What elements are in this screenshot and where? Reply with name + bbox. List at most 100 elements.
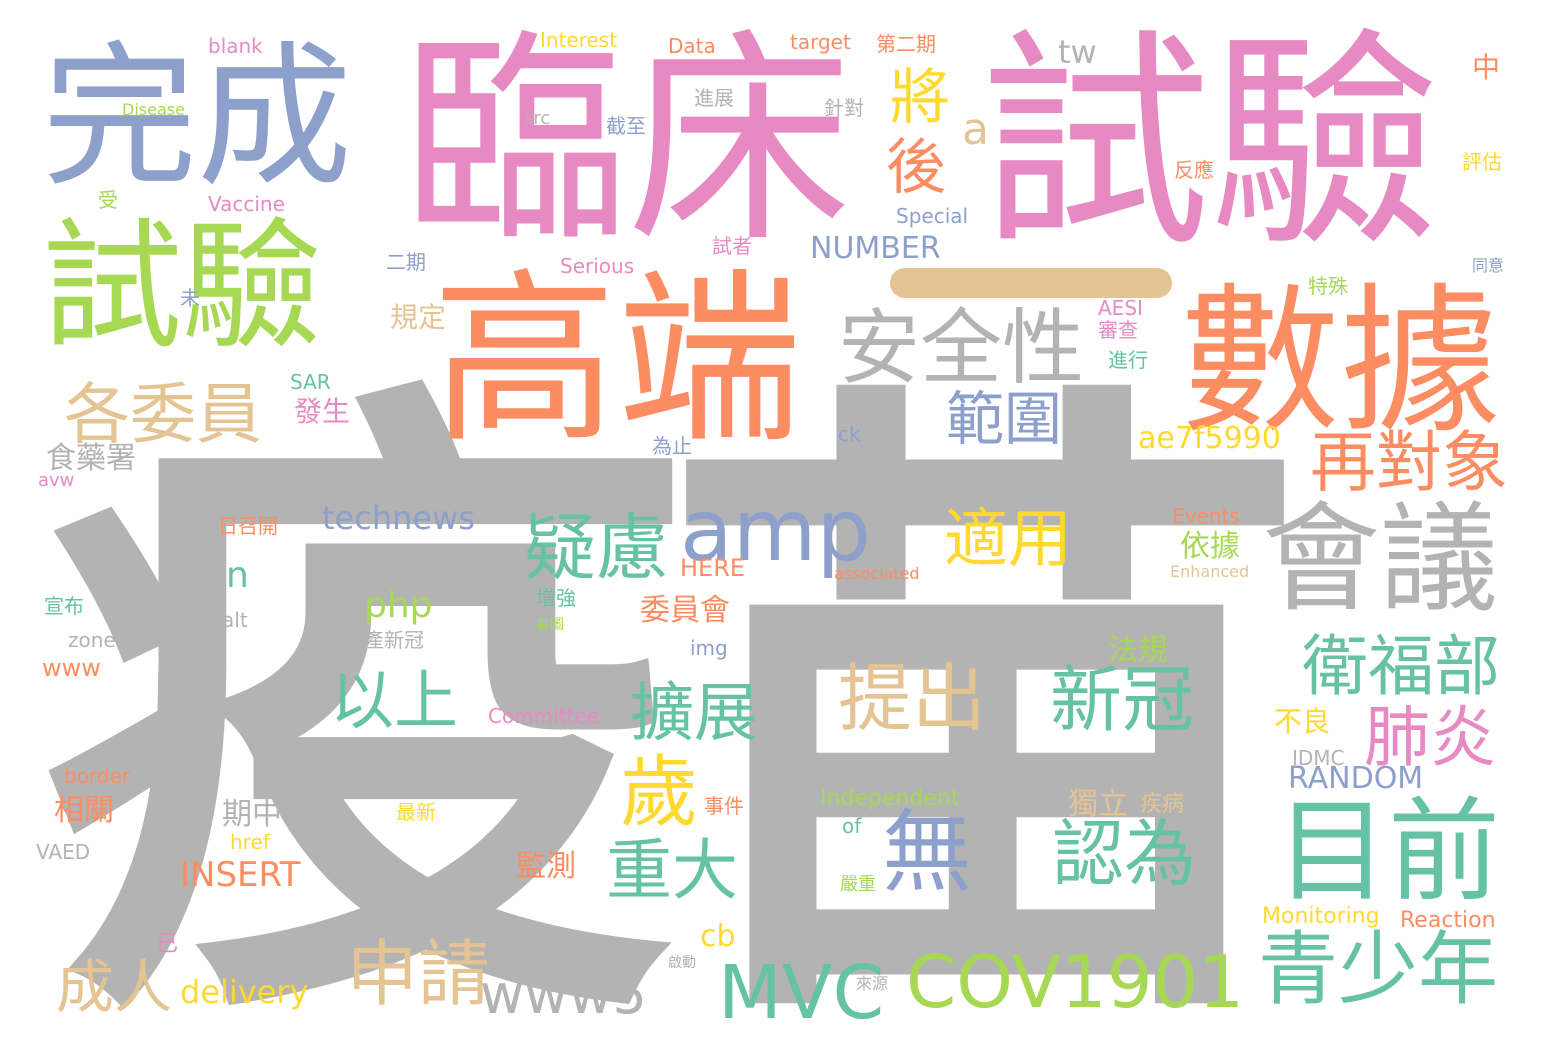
word-interest: Interest [540,28,618,52]
word-tichu: 提出 [838,656,986,742]
word-dierqi: 第二期 [876,32,936,56]
word-jiezhi: 截至 [606,114,646,138]
word-shiyan-large: 試驗 [980,11,1441,278]
word-shuju: 數據 [1180,268,1501,455]
word-huiyi: 會議 [1262,490,1499,628]
word-shouge: 首圖 [536,617,564,633]
word-associated: associated [834,564,920,583]
word-zhong: 中 [1472,51,1501,84]
word-here: HERE [680,554,746,582]
word-qingshaonian: 青少年 [1258,923,1498,1016]
word-insert: INSERT [180,855,301,895]
word-shiyan-green: 試驗 [42,206,323,369]
word-www: www [42,654,101,682]
word-zhongda: 重大 [606,832,738,909]
word-weiyuanhui: 委員會 [640,593,730,628]
word-sar: SAR [290,370,331,394]
word-shenqing: 申請 [346,932,491,1016]
word-alt: alt [222,608,248,632]
word-delivery: delivery [180,973,309,1011]
word-duli: 獨立 [1068,787,1128,822]
word-rizhaokai: 日召開 [218,514,278,538]
word-php: php [364,585,433,626]
word-independent: Independent [820,786,960,811]
word-qizhong: 期中 [222,797,282,832]
word-laiyuan: 來源 [856,974,889,993]
word-mubian: 目前 [1276,787,1500,917]
word-technews: technews [322,499,475,537]
word-avw: avw [38,470,75,491]
word-wancheng: 完成 [42,27,352,208]
word-adverse: Adverse [848,629,970,664]
word-vaed: VAED [36,840,91,864]
word-yilv: 疑慮 [524,506,669,590]
word-monitoring: Monitoring [1262,904,1380,929]
word-special: Special [896,204,969,228]
word-xiangguan: 相關 [54,793,114,828]
word-gaoduan: 高端 [432,252,802,468]
word-src: src [524,108,551,129]
word-xinguan: 新冠 [1050,658,1195,742]
word-jiance: 監測 [516,849,576,884]
word-chengren: 成人 [56,953,173,1021]
word-fanwei: 範圍 [946,385,1063,453]
word-jinxing: 進行 [1108,348,1148,372]
word-fanying: 反應 [1174,158,1214,182]
word-tw: tw [1058,33,1097,71]
word-yishang: 以上 [330,665,458,739]
word-border: border [64,764,131,788]
word-a: a [962,104,989,155]
word-yimiao: 疫苗 [40,339,1310,1052]
word-tongyi: 同意 [1472,256,1505,275]
word-data: Data [668,34,716,58]
word-number: NUMBER [810,231,941,266]
word-teshu: 特殊 [1308,274,1348,298]
word-wei: 未 [180,286,200,310]
word-random: RANDOM [1288,761,1424,796]
word-ae7f5990: ae7f5990 [1138,421,1281,456]
word-linchuang: 臨床 [402,11,852,273]
word-aesi: AESI [1098,296,1143,320]
word-zuixin: 最新 [396,800,436,824]
word-disease: Disease [122,100,185,119]
word-anquanxing: 安全性 [838,301,1085,396]
word-pinggu: 評估 [1462,150,1502,174]
word-n: n [226,555,249,596]
word-jinzhan: 進展 [694,86,734,110]
word-cb: cb [700,919,736,954]
word-feiyan: 肺炎 [1364,699,1496,776]
word-gewiyuan: 各委員 [64,376,262,453]
word-buliang: 不良 [1274,705,1331,738]
word-shijian: 事件 [704,794,744,818]
word-yiju: 依據 [1180,529,1240,564]
word-xuanbu: 宣布 [44,594,84,618]
word-kuozhan: 擴展 [630,677,758,751]
word-mvc: MVC [718,950,885,1036]
word-img: img [690,636,728,660]
word-blank: blank [208,34,263,58]
word-events: Events [1172,504,1240,528]
word-zaiduixiang: 再對象 [1310,424,1508,501]
word-erqi: 二期 [386,250,426,274]
word-cov1901: COV1901 [906,940,1245,1024]
word-zengqiang: 增強 [536,586,576,610]
word-committee: Committee [488,704,600,728]
word-of: of [842,814,862,838]
word-shiyong: 適用 [944,503,1072,577]
word-amp: amp [680,481,872,581]
word-yanzhong: 嚴重 [840,874,876,895]
word-jibing: 疾病 [1140,792,1185,817]
word-zhendui: 針對 [824,96,864,120]
word-shizhe: 試者 [712,234,752,258]
word-www5: www5 [480,963,647,1026]
word-shou: 受 [98,188,118,212]
word-href: href [230,830,270,854]
word-weizhi: 為止 [652,434,692,458]
word-guiding: 規定 [390,301,447,334]
word-fagui: 法規 [1108,633,1168,668]
word-target: target [790,30,851,54]
word-vaccine: Vaccine [208,192,285,216]
word-shipinshu: 食藥署 [46,441,136,476]
word-guichan: 國產新冠 [344,628,424,652]
